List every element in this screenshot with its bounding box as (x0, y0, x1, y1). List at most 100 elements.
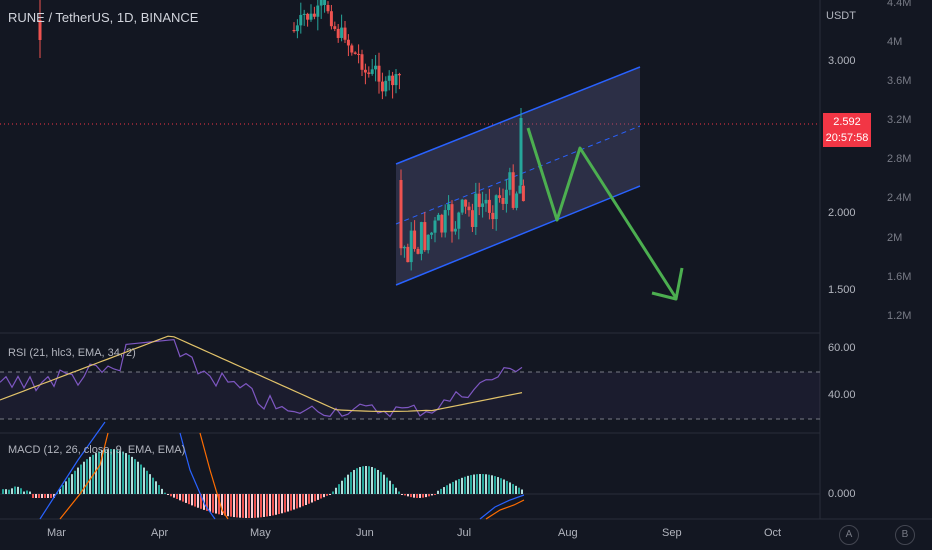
macd-histogram-bar (143, 467, 145, 494)
macd-histogram-bar (383, 474, 385, 494)
macd-histogram-bar (116, 449, 118, 494)
macd-indicator-label[interactable]: MACD (12, 26, close, 9, EMA, EMA) (8, 444, 186, 456)
candle-body (360, 54, 364, 70)
macd-histogram-bar (236, 494, 238, 518)
channel-mid-line[interactable] (395, 125, 641, 225)
time-label-may: May (250, 527, 271, 539)
macd-histogram-bar (422, 494, 424, 498)
candle-body (394, 74, 398, 86)
candle-body (326, 5, 330, 12)
candle-body (295, 25, 299, 32)
candle-body (487, 199, 491, 213)
macd-histogram-bar (269, 494, 271, 517)
macd-histogram-bar (71, 474, 73, 494)
auto-scale-button[interactable]: A (839, 525, 859, 545)
channel-upper-line[interactable] (395, 66, 641, 165)
macd-histogram-bar (227, 494, 229, 517)
macd-histogram-bar (317, 494, 319, 500)
candle-body (419, 222, 423, 254)
macd-histogram-bar (428, 494, 430, 497)
candle-body (292, 30, 296, 32)
macd-histogram-bar (515, 485, 517, 494)
macd-histogram-bar (461, 477, 463, 494)
macd-histogram-bar (128, 454, 130, 494)
time-label-mar: Mar (47, 527, 66, 539)
macd-histogram-bar (137, 461, 139, 494)
candle-body (367, 72, 371, 74)
candle-body (481, 203, 485, 207)
candle-body (504, 189, 508, 204)
macd-histogram-bar (479, 474, 481, 494)
macd-histogram-bar (374, 468, 376, 494)
candle-body (323, 0, 327, 5)
candle-body (370, 69, 374, 74)
macd-histogram-bar (119, 450, 121, 494)
macd-histogram-bar (323, 494, 325, 498)
rsi-indicator-label[interactable]: RSI (21, hlc3, EMA, 34, 2) (8, 347, 136, 359)
macd-histogram-bar (74, 470, 76, 494)
macd-histogram-bar (431, 494, 433, 496)
macd-histogram-bar (8, 489, 10, 494)
candle-body (309, 13, 313, 20)
channel-lower-line[interactable] (395, 185, 641, 286)
macd-histogram-bar (272, 494, 274, 516)
rsi-ma-line (0, 335, 523, 413)
macd-histogram-bar (437, 490, 439, 494)
macd-histogram-bar (425, 494, 427, 498)
macd-histogram-bar (407, 494, 409, 497)
macd-histogram-bar (356, 468, 358, 494)
candle-body (447, 204, 451, 211)
macd-histogram-bar (32, 494, 34, 498)
macd-histogram-bar (488, 474, 490, 494)
candle-body (316, 5, 320, 17)
volume-tick: 4.4M (887, 0, 912, 9)
macd-histogram-bar (482, 474, 484, 494)
candle-body (306, 13, 310, 20)
macd-histogram-bar (80, 464, 82, 494)
symbol-title[interactable]: RUNE / TetherUS, 1D, BINANCE (8, 10, 199, 25)
macd-histogram-bar (500, 478, 502, 494)
candle-body (319, 0, 323, 6)
volume-tick: 2.8M (887, 153, 912, 165)
macd-histogram-bar (59, 488, 61, 494)
macd-line-2 (179, 432, 216, 520)
macd-histogram-bar (419, 494, 421, 498)
candle-body (519, 118, 523, 185)
candle-body (374, 65, 378, 70)
macd-histogram-bar (377, 469, 379, 494)
macd-signal-line (59, 432, 109, 520)
projection-arrow[interactable] (526, 127, 684, 301)
macd-histogram-bar (305, 494, 307, 505)
macd-histogram-bar (260, 494, 262, 518)
macd-histogram-bar (251, 494, 253, 518)
macd-histogram-bar (263, 494, 265, 517)
macd-histogram-bar (185, 494, 187, 503)
candle-body (340, 27, 344, 38)
macd-histogram (2, 449, 523, 518)
candle-body (467, 206, 471, 211)
candle-body (436, 214, 440, 221)
candle-body (333, 26, 337, 29)
volume-tick: 4M (887, 36, 903, 48)
b-scale-button[interactable]: B (895, 525, 915, 545)
macd-histogram-bar (506, 480, 508, 494)
volume-tick: 3.2M (887, 114, 912, 126)
volume-tick: 2.4M (887, 192, 912, 204)
candle-body (426, 234, 430, 251)
price-tick-3000: 3.000 (828, 55, 856, 67)
macd-histogram-bar (392, 484, 394, 494)
time-label-oct: Oct (764, 527, 782, 539)
macd-histogram-bar (458, 479, 460, 494)
macd-histogram-bar (134, 459, 136, 494)
macd-histogram-bar (197, 494, 199, 508)
macd-histogram-bar (410, 494, 412, 498)
macd-histogram-bar (245, 494, 247, 518)
macd-histogram-bar (38, 494, 40, 498)
macd-histogram-bar (155, 481, 157, 494)
candle-body (353, 52, 357, 54)
candlestick-series (38, 0, 525, 271)
macd-histogram-bar (101, 450, 103, 494)
candle-body (38, 20, 42, 40)
candle-body (302, 13, 306, 15)
